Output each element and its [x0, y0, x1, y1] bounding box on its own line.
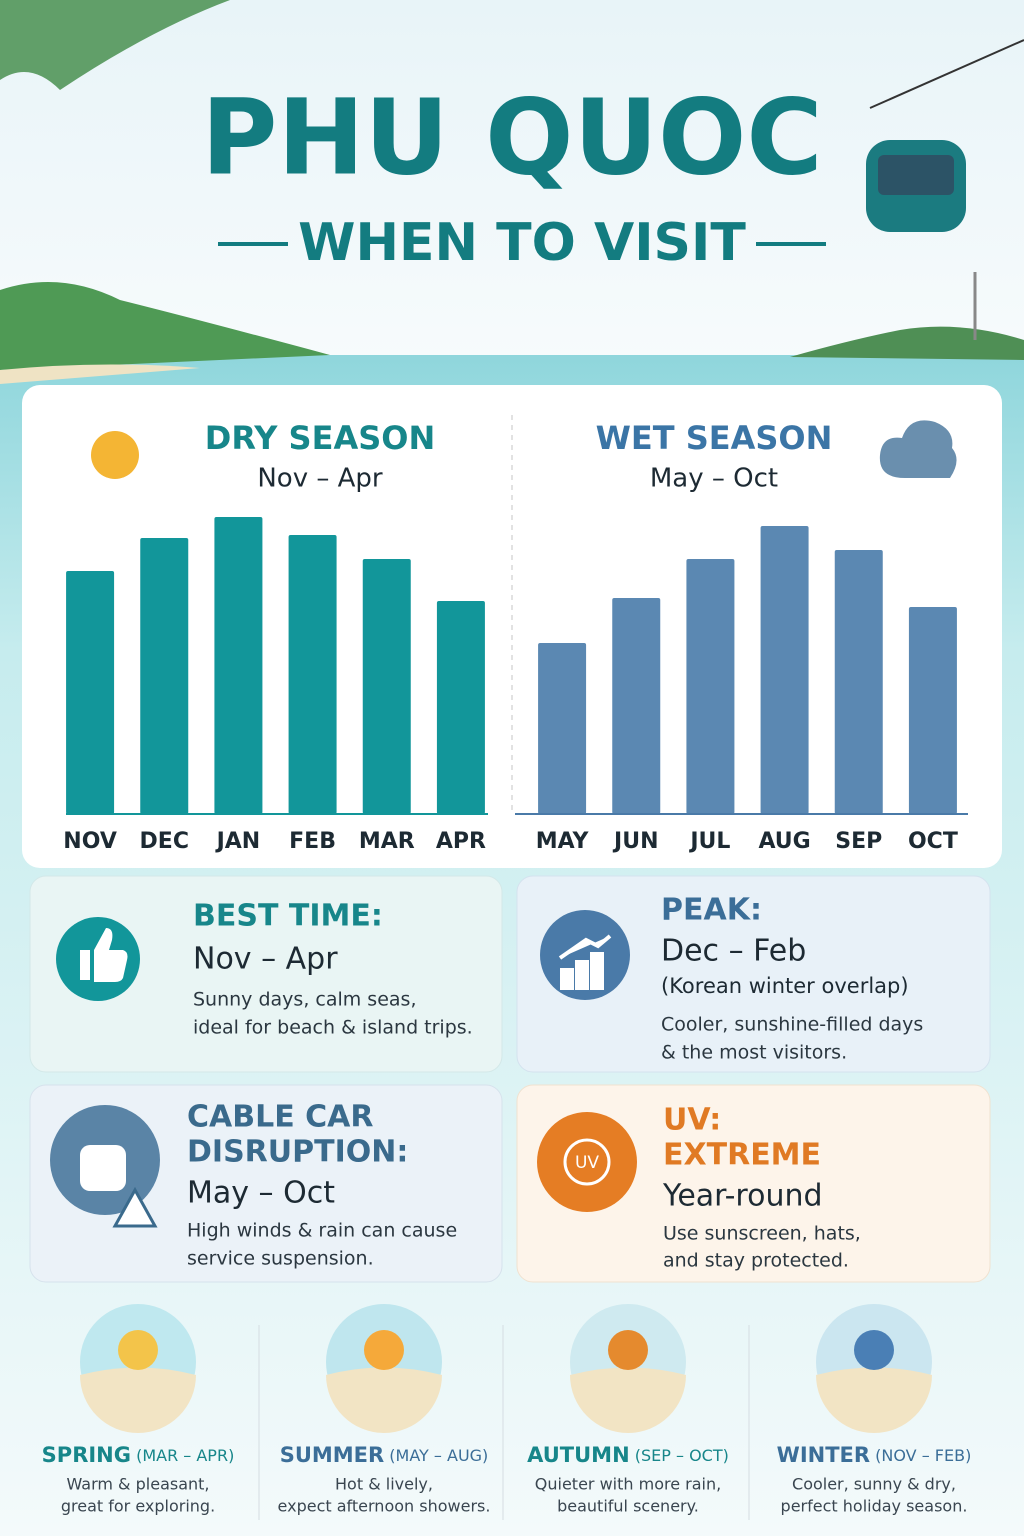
- x-tick-label: OCT: [908, 829, 958, 854]
- bar: [538, 643, 587, 814]
- season-icon: [118, 1330, 158, 1370]
- chart-subtitle: May – Oct: [650, 464, 778, 494]
- season-text: great for exploring.: [61, 1497, 215, 1516]
- card-period: May – Oct: [187, 1176, 335, 1211]
- card-text: & the most visitors.: [661, 1042, 847, 1064]
- card-title: EXTREME: [663, 1138, 821, 1173]
- card: [516, 875, 991, 1073]
- season-heading: SPRING (MAR – APR): [42, 1443, 235, 1467]
- season-sand: [80, 1367, 196, 1433]
- card-title: DISRUPTION:: [187, 1135, 408, 1170]
- season-sand: [570, 1367, 686, 1433]
- bar: [436, 601, 485, 814]
- x-tick-label: AUG: [758, 829, 810, 854]
- season-text: Cooler, sunny & dry,: [792, 1475, 956, 1494]
- cable: [869, 39, 1024, 109]
- card-text: and stay protected.: [663, 1250, 849, 1272]
- uv-label: UV: [575, 1153, 599, 1173]
- card-title: UV:: [663, 1103, 721, 1138]
- card-title: PEAK:: [661, 893, 762, 928]
- uv-ring: [563, 1138, 611, 1186]
- card-text: High winds & rain can cause: [187, 1220, 457, 1242]
- x-tick-label: APR: [436, 829, 486, 854]
- season-icon: [854, 1330, 894, 1370]
- warning: [112, 1186, 158, 1228]
- bar: [612, 598, 661, 814]
- card-title: BEST TIME:: [193, 899, 383, 934]
- card-text: service suspension.: [187, 1248, 374, 1270]
- season-icon: [608, 1330, 648, 1370]
- season-text: beautiful scenery.: [557, 1497, 699, 1516]
- palm-leaves: [0, 0, 230, 90]
- chart-glyph: [558, 934, 612, 990]
- season-name: AUTUMN: [527, 1443, 630, 1467]
- season-range: (SEP – OCT): [635, 1446, 729, 1465]
- card-text: Cooler, sunshine-filled days: [661, 1014, 923, 1036]
- card: [29, 875, 503, 1073]
- chart-subtitle: Nov – Apr: [257, 464, 383, 494]
- season-text: perfect holiday season.: [781, 1497, 968, 1516]
- sky: [0, 0, 1024, 365]
- x-tick-label: FEB: [289, 829, 336, 854]
- cable-car-window: [878, 155, 954, 195]
- season-name: SUMMER: [280, 1443, 385, 1467]
- season-range: (MAR – APR): [136, 1446, 234, 1465]
- season-icon: [364, 1330, 404, 1370]
- beach: [0, 364, 200, 384]
- subtitle: WHEN TO VISIT: [298, 213, 746, 273]
- season-text: Quieter with more rain,: [535, 1475, 721, 1494]
- x-tick-label: JAN: [215, 829, 261, 854]
- x-tick-label: NOV: [63, 829, 117, 854]
- card: [516, 1084, 991, 1283]
- season-heading: AUTUMN (SEP – OCT): [527, 1443, 729, 1467]
- chart-title: WET SEASON: [596, 419, 833, 457]
- bar: [908, 607, 957, 814]
- cloud-icon: [879, 420, 957, 478]
- card-text: Use sunscreen, hats,: [663, 1223, 861, 1245]
- uv-icon: [537, 1112, 637, 1212]
- season-sand: [326, 1367, 442, 1433]
- season-range: (NOV – FEB): [875, 1446, 971, 1465]
- sun-icon: [91, 431, 139, 479]
- bar: [686, 559, 735, 814]
- x-tick-label: SEP: [835, 829, 882, 854]
- hill: [0, 282, 330, 370]
- season-text: Warm & pleasant,: [66, 1475, 209, 1494]
- season-heading: WINTER (NOV – FEB): [777, 1443, 972, 1467]
- title: PHU QUOC: [201, 76, 823, 198]
- card-text: Sunny days, calm seas,: [193, 989, 416, 1011]
- bar: [66, 571, 115, 814]
- season-sand: [816, 1367, 932, 1433]
- x-tick-label: JUN: [612, 829, 658, 854]
- season-name: WINTER: [777, 1443, 870, 1467]
- thumb: [80, 928, 128, 982]
- bar: [288, 535, 337, 814]
- chart-title: DRY SEASON: [205, 419, 435, 457]
- card-period: Dec – Feb: [661, 934, 806, 969]
- card-period: Nov – Apr: [193, 942, 338, 977]
- bar: [140, 538, 189, 814]
- card-note: (Korean winter overlap): [661, 974, 909, 998]
- card-title: CABLE CAR: [187, 1100, 374, 1135]
- hill: [790, 326, 1024, 360]
- bar: [214, 517, 263, 814]
- season-text: expect afternoon showers.: [278, 1497, 491, 1516]
- season-range: (MAY – AUG): [389, 1446, 488, 1465]
- x-tick-label: DEC: [140, 829, 189, 854]
- card-text: ideal for beach & island trips.: [193, 1017, 473, 1039]
- x-tick-label: MAR: [359, 829, 415, 854]
- season-heading: SUMMER (MAY – AUG): [280, 1443, 489, 1467]
- season-text: Hot & lively,: [335, 1475, 433, 1494]
- x-tick-label: JUL: [688, 829, 730, 854]
- card-period: Year-round: [662, 1179, 823, 1214]
- bar: [834, 550, 883, 814]
- bar: [760, 526, 809, 814]
- car-glyph: [80, 1145, 126, 1191]
- season-name: SPRING: [42, 1443, 131, 1467]
- x-tick-label: MAY: [536, 829, 590, 854]
- bar: [362, 559, 411, 814]
